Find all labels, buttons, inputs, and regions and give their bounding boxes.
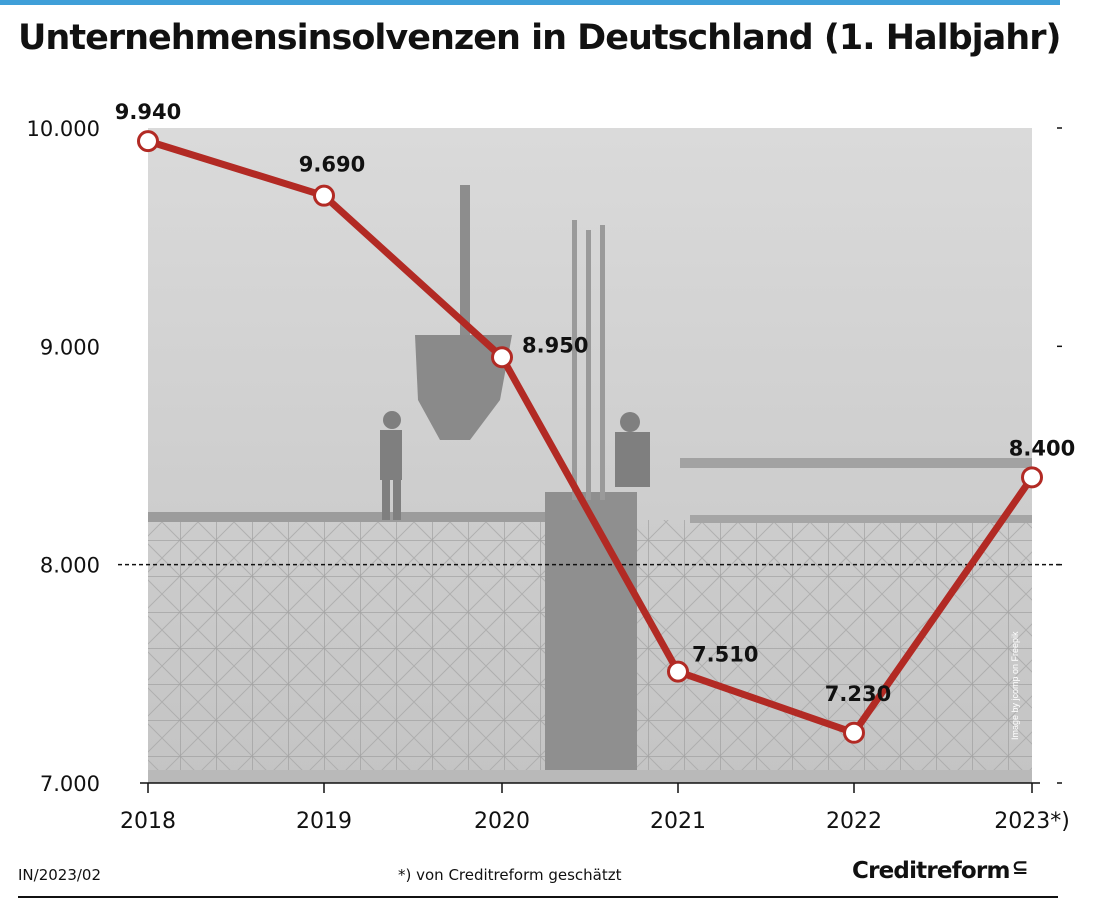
- x-tick-label: 2019: [296, 809, 352, 834]
- estimate-footnote: *) von Creditreform geschätzt: [398, 866, 622, 884]
- y-tick-label: 10.000: [27, 117, 100, 141]
- data-point: [313, 184, 335, 207]
- logo-text: Creditreform: [852, 858, 1010, 884]
- data-point: [491, 346, 513, 369]
- x-tick-label: 2018: [120, 809, 176, 834]
- data-point: [843, 721, 865, 744]
- creditreform-logo: Creditreform ⊆: [852, 855, 1029, 884]
- data-label: 7.230: [825, 682, 891, 706]
- y-tick-label: 8.000: [40, 554, 100, 578]
- series-line: [144, 137, 1036, 737]
- creditreform-c-icon: ⊆: [1011, 855, 1029, 879]
- data-label: 9.690: [299, 153, 365, 177]
- chart-title: Unternehmensinsolvenzen in Deutschland (…: [18, 18, 1061, 58]
- x-tick-label: 2020: [474, 809, 530, 834]
- data-label: 8.950: [522, 333, 588, 357]
- image-credit-watermark: Image by jcomp on Freepik: [1010, 631, 1020, 740]
- data-point: [137, 130, 159, 153]
- background-photo: Image by jcomp on Freepik: [148, 128, 1032, 783]
- bottom-rule: [18, 896, 1058, 898]
- x-tick-label: 2023*): [994, 809, 1070, 834]
- y-tick-label: 9.000: [40, 335, 100, 359]
- x-tick-label: 2021: [650, 809, 706, 834]
- y-tick-label: 7.000: [40, 772, 100, 796]
- chart-code: IN/2023/02: [18, 866, 102, 884]
- x-tick-label: 2022: [826, 809, 882, 834]
- data-point: [1021, 466, 1043, 489]
- data-point: [667, 660, 689, 683]
- data-label: 9.940: [115, 100, 181, 124]
- data-label: 7.510: [692, 643, 758, 667]
- top-accent-rule: [0, 0, 1060, 5]
- data-label: 8.400: [1009, 436, 1075, 460]
